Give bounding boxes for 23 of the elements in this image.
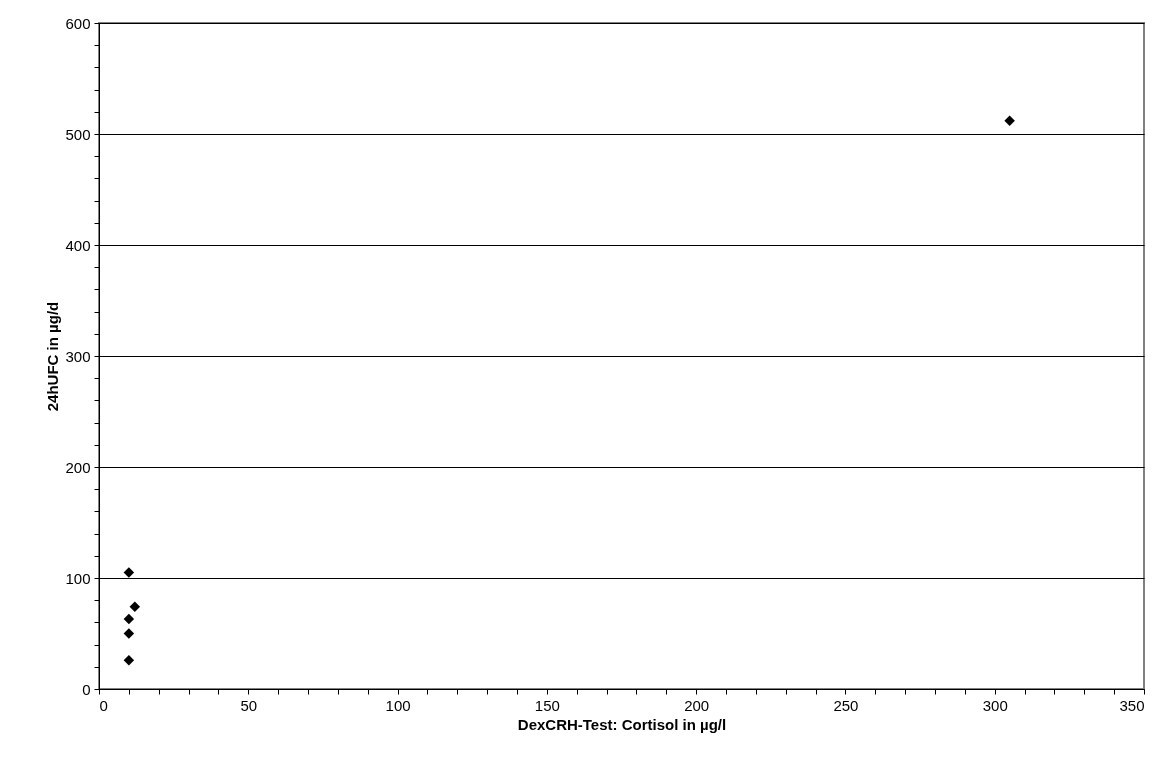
point: [129, 601, 141, 613]
y-tick-label: 500: [65, 125, 91, 143]
point: [1004, 115, 1015, 126]
point: [123, 613, 135, 625]
point: [123, 628, 135, 639]
point: [123, 654, 135, 666]
y-tick-label: 0: [82, 680, 91, 698]
y-tick-label: 400: [65, 236, 91, 254]
y-tick-label: 200: [65, 458, 91, 476]
x-tick-label: 100: [385, 696, 411, 714]
x-tick-label: 350: [1119, 696, 1145, 714]
y-tick-label: 300: [65, 347, 91, 365]
x-tick-label: 50: [240, 696, 258, 714]
point: [123, 567, 135, 578]
x-tick-label: 0: [99, 696, 108, 714]
y-axis-title: 24hUFC in µg/d: [44, 301, 62, 412]
x-tick-label: 300: [982, 696, 1008, 714]
x-axis-title: DexCRH-Test: Cortisol in µg/l: [517, 715, 727, 733]
x-tick-label: 250: [833, 696, 859, 714]
x-tick-label: 200: [684, 696, 710, 714]
x-tick-label: 150: [534, 696, 560, 714]
y-tick-label: 600: [65, 14, 91, 32]
y-tick-label: 100: [65, 569, 91, 587]
